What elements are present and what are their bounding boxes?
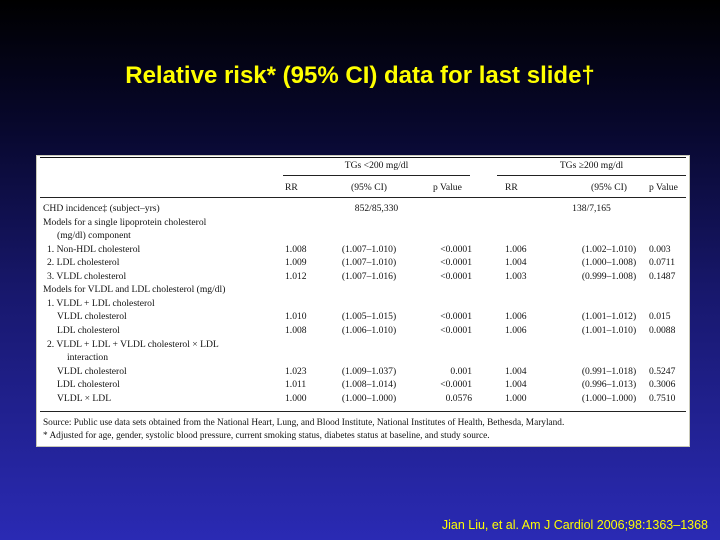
cell-p-low: <0.0001 — [440, 270, 472, 282]
cell-rr-low: 1.023 — [285, 365, 307, 377]
cell-ci-high: (1.001–1.012) — [581, 311, 637, 323]
cell-ci-high: (1.002–1.010) — [581, 243, 637, 255]
cell-rr-high: 1.006 — [505, 324, 527, 336]
col-header-rr-high: RR — [505, 182, 518, 193]
row-label: Models for VLDL and LDL cholesterol (mg/… — [43, 284, 226, 296]
cell-p-low: <0.0001 — [440, 324, 472, 336]
cell-ci-high: (0.999–1.008) — [581, 270, 637, 282]
cell-p-low: <0.0001 — [440, 243, 472, 255]
row-label: VLDL × LDL — [57, 392, 112, 404]
cell-ci-high: (0.991–1.018) — [581, 365, 637, 377]
row-label: 1. Non-HDL cholesterol — [47, 243, 141, 255]
slide-title: Relative risk* (95% CI) data for last sl… — [125, 62, 595, 89]
row-label: 2. VLDL + LDL + VLDL cholesterol × LDL — [47, 338, 219, 350]
cell-p-high: 0.3006 — [649, 379, 676, 391]
cell-rr-low: 1.008 — [285, 243, 307, 255]
cell-ci-low: (1.008–1.014) — [341, 379, 397, 391]
group-header-high-tg: TGs ≥200 mg/dl — [559, 160, 624, 171]
cell-p-low: 0.0576 — [445, 392, 472, 404]
cell-p-low: <0.0001 — [440, 257, 472, 269]
footnote-source: Source: Public use data sets obtained fr… — [43, 418, 565, 428]
row-label: Models for a single lipoprotein choleste… — [43, 216, 207, 228]
group-rule-right — [497, 175, 686, 176]
cell-rr-high: 1.004 — [505, 257, 527, 269]
citation: Jian Liu, et al. Am J Cardiol 2006;98:13… — [441, 518, 708, 532]
cell-p-high: 0.0711 — [649, 257, 676, 269]
footnote-adjusted: * Adjusted for age, gender, systolic blo… — [43, 431, 490, 441]
cell-rr-low: 1.011 — [285, 379, 307, 391]
cell-ci-low: (1.007–1.010) — [341, 257, 397, 269]
cell-rr-high: 1.006 — [505, 243, 527, 255]
cell-ci-low: (1.000–1.000) — [341, 392, 397, 404]
cell-rr-low: 1.008 — [285, 324, 307, 336]
cell-ci-low: (1.007–1.010) — [341, 243, 397, 255]
row-label: CHD incidence‡ (subject–yrs) — [43, 203, 160, 214]
col-header-rr-low: RR — [285, 182, 298, 193]
row-label: 3. VLDL cholesterol — [47, 270, 127, 282]
group-header-low-tg: TGs <200 mg/dl — [344, 160, 409, 171]
cell-p-high: 0.003 — [649, 243, 671, 255]
table-top-rule — [40, 157, 686, 158]
cell-p-low: 0.001 — [450, 365, 472, 377]
col-header-p-low: p Value — [433, 182, 462, 193]
cell-rr-high: 1.003 — [505, 270, 527, 282]
header-bottom-rule — [40, 197, 686, 198]
row-label: VLDL cholesterol — [57, 365, 127, 377]
incidence-cell: 138/7,165 — [572, 203, 611, 214]
cell-p-high: 0.015 — [649, 311, 671, 323]
incidence-cell: 852/85,330 — [354, 203, 399, 214]
table-bottom-rule — [40, 411, 686, 412]
cell-p-low: <0.0001 — [440, 311, 472, 323]
cell-ci-low: (1.007–1.016) — [341, 270, 397, 282]
group-rule-left — [283, 175, 470, 176]
cell-ci-high: (1.000–1.000) — [581, 392, 637, 404]
cell-p-high: 0.1487 — [649, 270, 676, 282]
row-label: LDL cholesterol — [57, 324, 120, 336]
cell-rr-low: 1.009 — [285, 257, 307, 269]
cell-p-low: <0.0001 — [440, 379, 472, 391]
cell-ci-low: (1.005–1.015) — [341, 311, 397, 323]
cell-rr-low: 1.012 — [285, 270, 307, 282]
cell-p-high: 0.0088 — [649, 324, 676, 336]
cell-p-high: 0.5247 — [649, 365, 676, 377]
row-label: 2. LDL cholesterol — [47, 257, 120, 269]
cell-ci-high: (1.001–1.010) — [581, 324, 637, 336]
col-header-ci-low: (95% CI) — [351, 182, 387, 193]
cell-rr-high: 1.004 — [505, 365, 527, 377]
cell-ci-low: (1.006–1.010) — [341, 324, 397, 336]
row-label: (mg/dl) component — [57, 230, 131, 242]
row-label: interaction — [67, 352, 109, 364]
cell-rr-low: 1.010 — [285, 311, 307, 323]
data-table: TGs <200 mg/dl TGs ≥200 mg/dl RR (95% CI… — [36, 155, 690, 447]
row-label: VLDL cholesterol — [57, 311, 127, 323]
row-label: 1. VLDL + LDL cholesterol — [47, 297, 155, 309]
col-header-ci-high: (95% CI) — [591, 182, 627, 193]
row-label: LDL cholesterol — [57, 379, 120, 391]
cell-rr-high: 1.004 — [505, 379, 527, 391]
cell-ci-high: (1.000–1.008) — [581, 257, 637, 269]
col-header-p-high: p Value — [649, 182, 678, 193]
cell-rr-high: 1.000 — [505, 392, 527, 404]
cell-rr-high: 1.006 — [505, 311, 527, 323]
cell-ci-high: (0.996–1.013) — [581, 379, 637, 391]
cell-rr-low: 1.000 — [285, 392, 307, 404]
cell-ci-low: (1.009–1.037) — [341, 365, 397, 377]
cell-p-high: 0.7510 — [649, 392, 676, 404]
